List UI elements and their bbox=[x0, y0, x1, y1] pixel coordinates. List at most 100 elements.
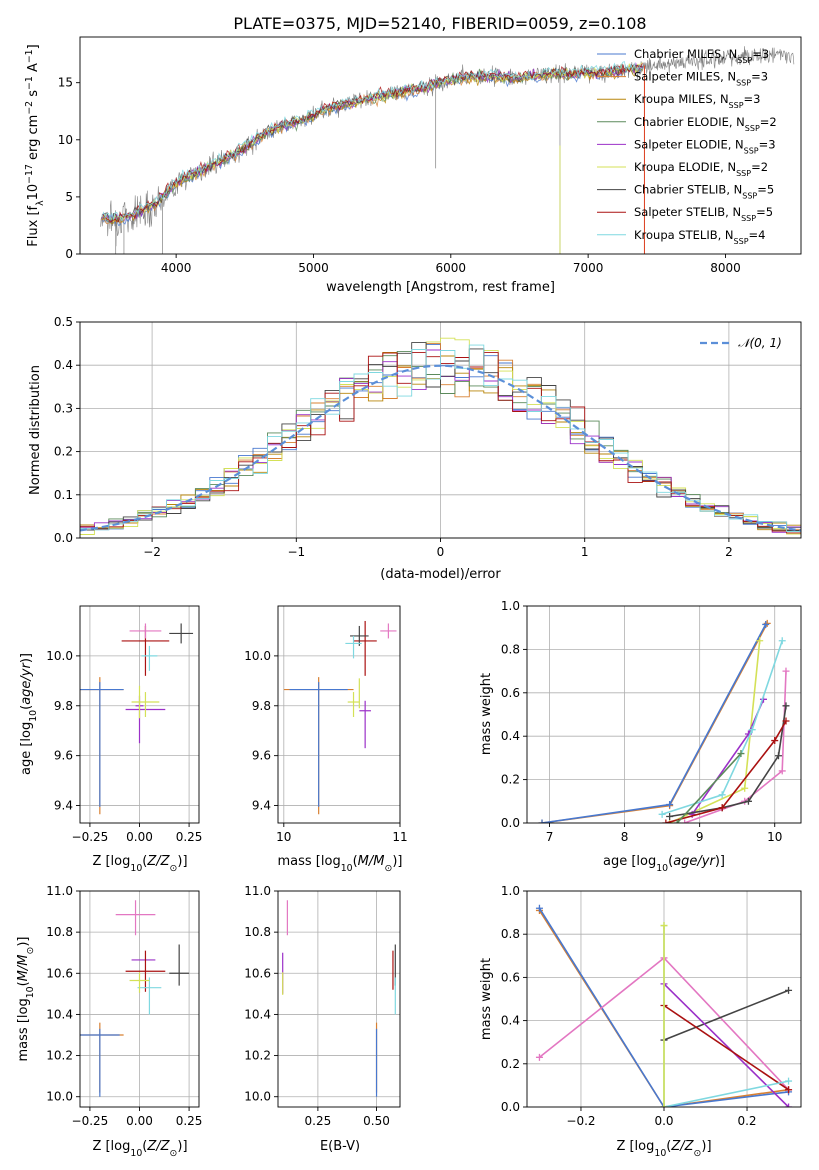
x-tick-label: 0.0 bbox=[654, 1114, 673, 1128]
age-weight-xlabel: age [log10(age/yr)] bbox=[603, 854, 725, 874]
weight-point-marker bbox=[785, 1086, 793, 1094]
weight-point-marker bbox=[782, 667, 790, 675]
legend-entry: Salpeter ELODIE, NSSP=3 bbox=[634, 137, 776, 155]
legend-sub: SSP bbox=[737, 56, 752, 65]
weight-series-line bbox=[661, 640, 783, 816]
legend-name: Salpeter MILES, N bbox=[634, 70, 736, 84]
y-tick-label: 1.0 bbox=[501, 599, 520, 613]
label-part: )] bbox=[701, 1139, 711, 1154]
y-tick-label: 10.6 bbox=[244, 966, 271, 980]
label-part: M/M bbox=[16, 955, 31, 982]
x-tick-label: 7000 bbox=[573, 261, 604, 275]
label-part: mass [log bbox=[16, 998, 31, 1061]
z-weight-ylabel: mass weight bbox=[479, 958, 494, 1040]
weight-point-marker bbox=[763, 619, 771, 627]
x-tick-label: 1 bbox=[581, 545, 589, 559]
x-tick-label: 9 bbox=[696, 830, 704, 844]
label-part: age/yr bbox=[19, 661, 34, 704]
legend-entry: Kroupa ELODIE, NSSP=2 bbox=[634, 160, 768, 178]
z_mass-frame bbox=[79, 890, 200, 1108]
y-tick-label: 10.2 bbox=[244, 1049, 271, 1063]
gaussian-curve bbox=[79, 364, 802, 532]
y-tick-label: 9.6 bbox=[252, 749, 271, 763]
ebv_mass-axes: 0.25 0.50 10.0 10.2 10.4 10.6 10.8 11.0 bbox=[244, 884, 400, 1128]
label-part: age/yr bbox=[673, 854, 716, 869]
label-part: ⊙ bbox=[694, 1148, 702, 1159]
label-part: )] bbox=[16, 937, 31, 947]
label-part: ( bbox=[142, 854, 147, 869]
z-age-ylabel: age [log10(age/yr)] bbox=[19, 653, 39, 775]
residuals-frame bbox=[79, 321, 802, 539]
spectrum-axes: 4000 5000 6000 7000 8000 0 5 10 15 bbox=[58, 76, 741, 275]
legend-sub: SSP bbox=[744, 146, 759, 155]
spectrum-model-line bbox=[101, 61, 643, 224]
y-tick-label: 0.2 bbox=[501, 773, 520, 787]
x-tick-label: 8000 bbox=[710, 261, 741, 275]
errorbar-point bbox=[169, 944, 190, 986]
legend-count: =3 bbox=[759, 137, 776, 151]
weight-series-line bbox=[676, 753, 742, 823]
ebv_mass-frame bbox=[277, 890, 401, 1108]
label-part: Z [log bbox=[92, 854, 130, 869]
legend-count: =2 bbox=[760, 115, 777, 129]
x-tick-label: 10 bbox=[276, 830, 291, 844]
mass_age-frame bbox=[277, 605, 401, 824]
errorbar-point bbox=[131, 692, 160, 717]
z-mass-xlabel: Z [log10(Z/Z⊙)] bbox=[92, 1139, 187, 1159]
mass-age-xlabel: mass [log10(M/M⊙)] bbox=[278, 854, 403, 874]
spectrum-model-line bbox=[101, 67, 643, 225]
y-tick-label: 0.1 bbox=[54, 488, 73, 502]
spectrum-frame bbox=[79, 36, 802, 255]
weight-point-marker bbox=[744, 797, 752, 805]
weight-point-marker bbox=[782, 717, 790, 725]
y-tick-label: 10.4 bbox=[46, 1007, 73, 1021]
legend-entry: Kroupa STELIB, NSSP=4 bbox=[634, 228, 765, 246]
label-part: )] bbox=[177, 1139, 187, 1154]
y-tick-label: 9.8 bbox=[252, 699, 271, 713]
weight-point-marker bbox=[673, 819, 681, 823]
weight-point-marker bbox=[666, 812, 674, 820]
x-tick-label: 6000 bbox=[436, 261, 467, 275]
errorbar-point bbox=[289, 682, 348, 807]
y-tick-label: 5 bbox=[65, 190, 73, 204]
spectrum-model-line bbox=[101, 63, 643, 225]
x-tick-label: 0.00 bbox=[126, 830, 153, 844]
y-tick-label: 0.2 bbox=[501, 1057, 520, 1071]
errorbar-point bbox=[80, 682, 124, 807]
legend-name: Chabrier MILES, N bbox=[634, 47, 737, 61]
y-tick-label: 10.8 bbox=[244, 925, 271, 939]
legend-name: Salpeter ELODIE, N bbox=[634, 137, 744, 151]
y-tick-label: 15 bbox=[58, 76, 73, 90]
label-part: )] bbox=[715, 854, 725, 869]
z-weight-xlabel: Z [log10(Z/Z⊙)] bbox=[616, 1139, 711, 1159]
label-part: age [log bbox=[19, 722, 34, 775]
legend-name: Kroupa ELODIE, N bbox=[634, 160, 736, 174]
label-part: Z/Z bbox=[670, 1139, 694, 1154]
label-part: −17 bbox=[24, 164, 35, 184]
weight-point-marker bbox=[785, 1103, 793, 1107]
y-tick-label: 0.6 bbox=[501, 970, 520, 984]
errorbar-point bbox=[359, 700, 371, 749]
legend-entry: Salpeter STELIB, NSSP=5 bbox=[634, 205, 773, 223]
y-tick-label: 0.4 bbox=[54, 358, 73, 372]
spectrum-model-line bbox=[101, 63, 643, 224]
y-tick-label: 11.0 bbox=[244, 884, 271, 898]
legend-name: Chabrier ELODIE, N bbox=[634, 115, 745, 129]
label-part: E(B-V) bbox=[320, 1139, 360, 1154]
errorbar-point bbox=[129, 972, 150, 993]
y-tick-label: 0.5 bbox=[54, 315, 73, 329]
label-part: −1 bbox=[24, 76, 35, 90]
weight-point-marker bbox=[737, 750, 745, 758]
legend-entry: Salpeter MILES, NSSP=3 bbox=[634, 70, 768, 88]
y-tick-label: 9.6 bbox=[54, 749, 73, 763]
legend-count: =3 bbox=[744, 92, 761, 106]
weight-point-marker bbox=[785, 986, 793, 994]
y-tick-label: 0.0 bbox=[501, 816, 520, 830]
legend-name: Chabrier STELIB, N bbox=[634, 183, 742, 197]
legend-sub: SSP bbox=[741, 214, 756, 223]
y-tick-label: 9.8 bbox=[54, 699, 73, 713]
weight-point-marker bbox=[666, 801, 674, 809]
label-part: ( bbox=[142, 1139, 147, 1154]
legend-count: =3 bbox=[751, 70, 768, 84]
z_age-frame bbox=[79, 605, 200, 824]
